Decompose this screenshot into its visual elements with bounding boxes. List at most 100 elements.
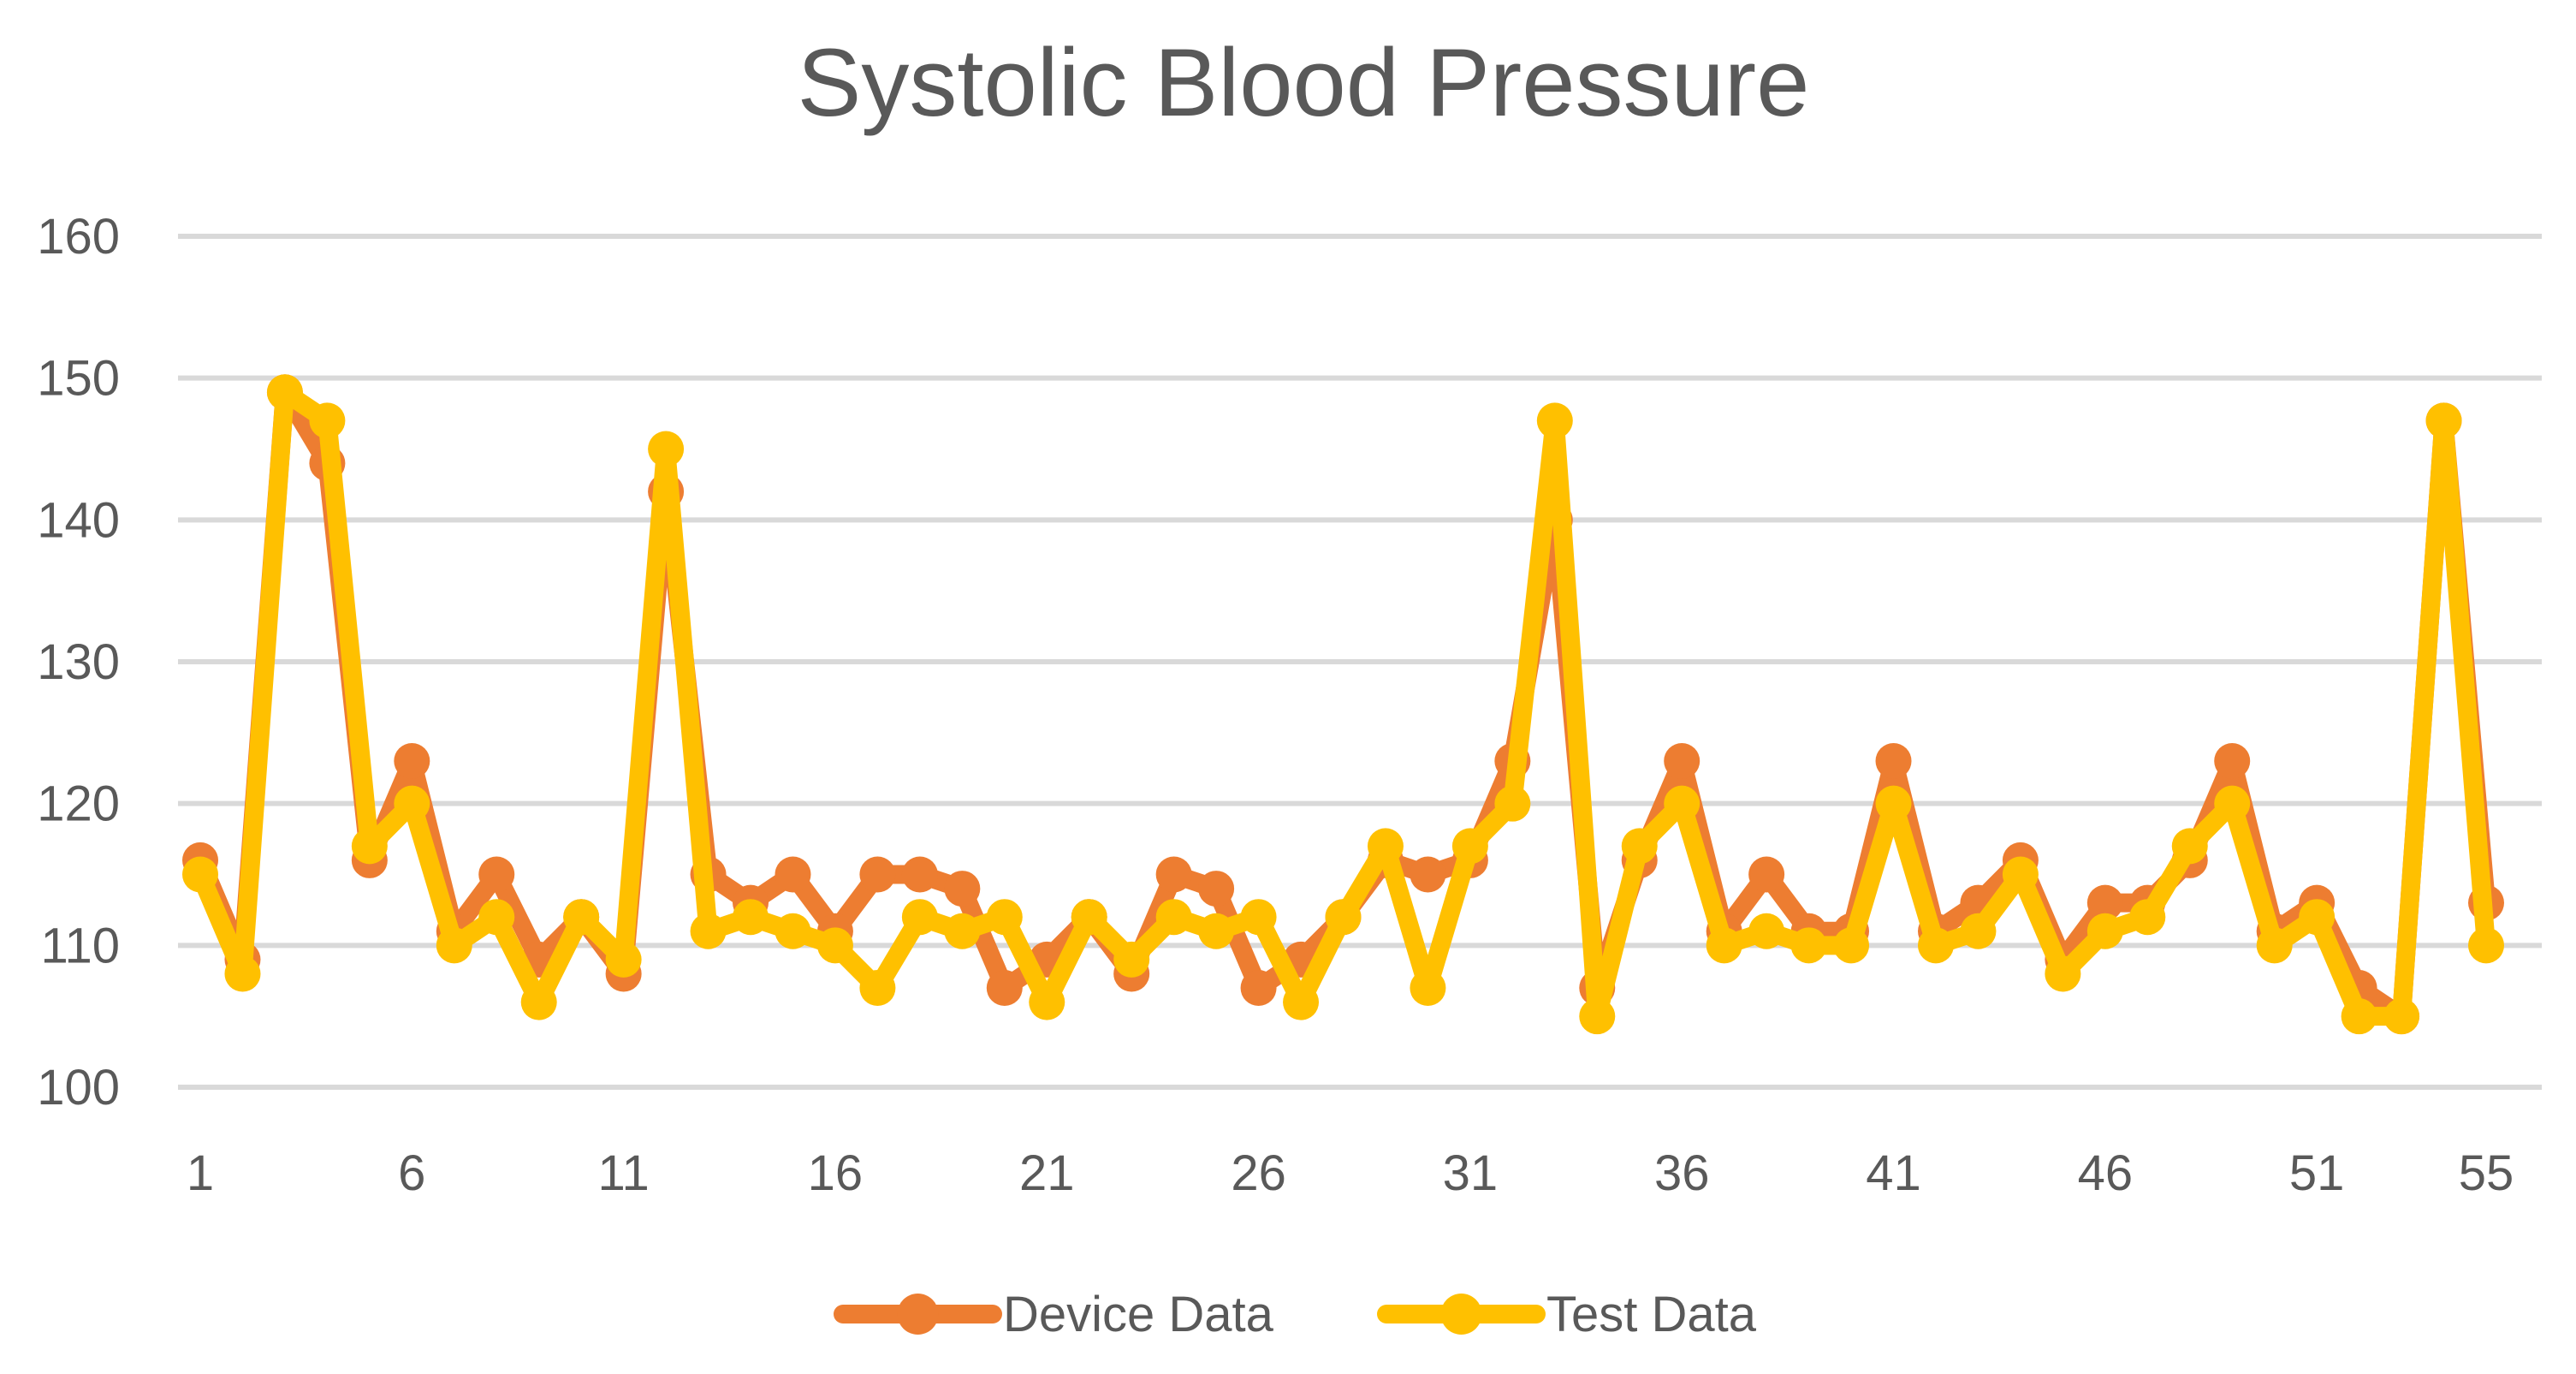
data-point: [944, 871, 981, 907]
legend-swatch-marker: [1440, 1294, 1482, 1335]
x-tick-label: 26: [1231, 1145, 1286, 1201]
data-point: [2299, 899, 2336, 936]
data-point: [1071, 899, 1107, 936]
data-point: [1875, 742, 1912, 779]
data-point: [1748, 856, 1785, 893]
data-point: [394, 742, 430, 779]
data-point: [1198, 871, 1235, 907]
data-point: [1325, 899, 1362, 936]
data-point: [2341, 998, 2377, 1035]
data-point: [859, 856, 896, 893]
y-axis-ticks: 100 110 120 130 140 150 160: [37, 209, 120, 1115]
y-tick-label: 130: [37, 634, 120, 690]
x-tick-label: 1: [187, 1145, 214, 1201]
data-point: [1579, 998, 1616, 1035]
y-tick-label: 160: [37, 209, 120, 265]
data-point: [351, 828, 388, 865]
data-point: [520, 984, 557, 1020]
x-axis-ticks: 1 6 11 16 21 26 31 36 41 46 51 55: [187, 1145, 2514, 1201]
y-tick-label: 140: [37, 492, 120, 548]
y-tick-label: 150: [37, 351, 120, 407]
data-point: [816, 927, 853, 964]
series-2: [182, 374, 2504, 1035]
legend-label: Device Data: [1003, 1287, 1274, 1342]
data-point: [1367, 828, 1404, 865]
data-point: [2171, 828, 2208, 865]
data-point: [1410, 856, 1446, 893]
data-point: [1155, 899, 1192, 936]
data-point: [1198, 913, 1235, 949]
data-point: [944, 913, 981, 949]
data-point: [1748, 913, 1785, 949]
data-point: [2086, 884, 2123, 921]
data-point: [648, 431, 685, 467]
data-point: [1536, 402, 1573, 439]
series-layer: [182, 374, 2504, 1035]
data-point: [901, 856, 938, 893]
data-point: [1240, 970, 1277, 1007]
data-point: [1113, 941, 1150, 978]
data-point: [1494, 785, 1531, 822]
y-tick-label: 100: [37, 1060, 120, 1115]
legend-item: Test Data: [1377, 1287, 1757, 1342]
chart-title: Systolic Blood Pressure: [798, 29, 1810, 136]
data-point: [1833, 927, 1870, 964]
data-point: [478, 856, 515, 893]
data-point: [1451, 828, 1488, 865]
data-point: [2214, 785, 2251, 822]
data-point: [1283, 984, 1320, 1020]
data-point: [224, 955, 261, 992]
data-point: [1664, 785, 1701, 822]
data-point: [563, 899, 600, 936]
data-point: [2468, 927, 2504, 964]
x-tick-label: 6: [398, 1145, 425, 1201]
x-tick-label: 55: [2459, 1145, 2514, 1201]
data-point: [901, 899, 938, 936]
legend: Device Data Test Data: [834, 1287, 1757, 1342]
data-point: [2129, 899, 2166, 936]
legend-label: Test Data: [1546, 1287, 1757, 1342]
data-point: [1029, 984, 1065, 1020]
data-point: [690, 913, 727, 949]
data-point: [1410, 970, 1446, 1007]
data-point: [2214, 742, 2251, 779]
data-point: [2256, 927, 2293, 964]
data-point: [1621, 828, 1658, 865]
data-point: [394, 785, 430, 822]
x-tick-label: 36: [1654, 1145, 1710, 1201]
data-point: [266, 374, 303, 411]
data-point: [2383, 998, 2420, 1035]
data-point: [733, 899, 769, 936]
data-point: [2002, 856, 2039, 893]
data-point: [2086, 913, 2123, 949]
data-point: [1155, 856, 1192, 893]
data-point: [1875, 785, 1912, 822]
data-point: [478, 899, 515, 936]
data-point: [1917, 927, 1954, 964]
data-point: [309, 402, 346, 439]
legend-swatch-marker: [897, 1294, 939, 1335]
x-tick-label: 11: [598, 1145, 650, 1201]
x-tick-label: 21: [1019, 1145, 1075, 1201]
x-tick-label: 41: [1866, 1145, 1921, 1201]
data-point: [775, 856, 811, 893]
data-point: [1790, 927, 1827, 964]
data-point: [1240, 899, 1277, 936]
x-tick-label: 46: [2078, 1145, 2134, 1201]
data-point: [182, 856, 218, 893]
data-point: [986, 899, 1023, 936]
data-point: [2425, 402, 2462, 439]
data-point: [1664, 742, 1701, 779]
legend-item: Device Data: [834, 1287, 1274, 1342]
x-tick-label: 51: [2289, 1145, 2345, 1201]
y-tick-label: 110: [41, 918, 120, 973]
data-point: [605, 941, 642, 978]
x-tick-label: 31: [1443, 1145, 1499, 1201]
data-point: [1706, 927, 1742, 964]
data-point: [436, 927, 472, 964]
data-point: [986, 970, 1023, 1007]
data-point: [1960, 913, 1997, 949]
x-tick-label: 16: [808, 1145, 864, 1201]
data-point: [859, 970, 896, 1007]
